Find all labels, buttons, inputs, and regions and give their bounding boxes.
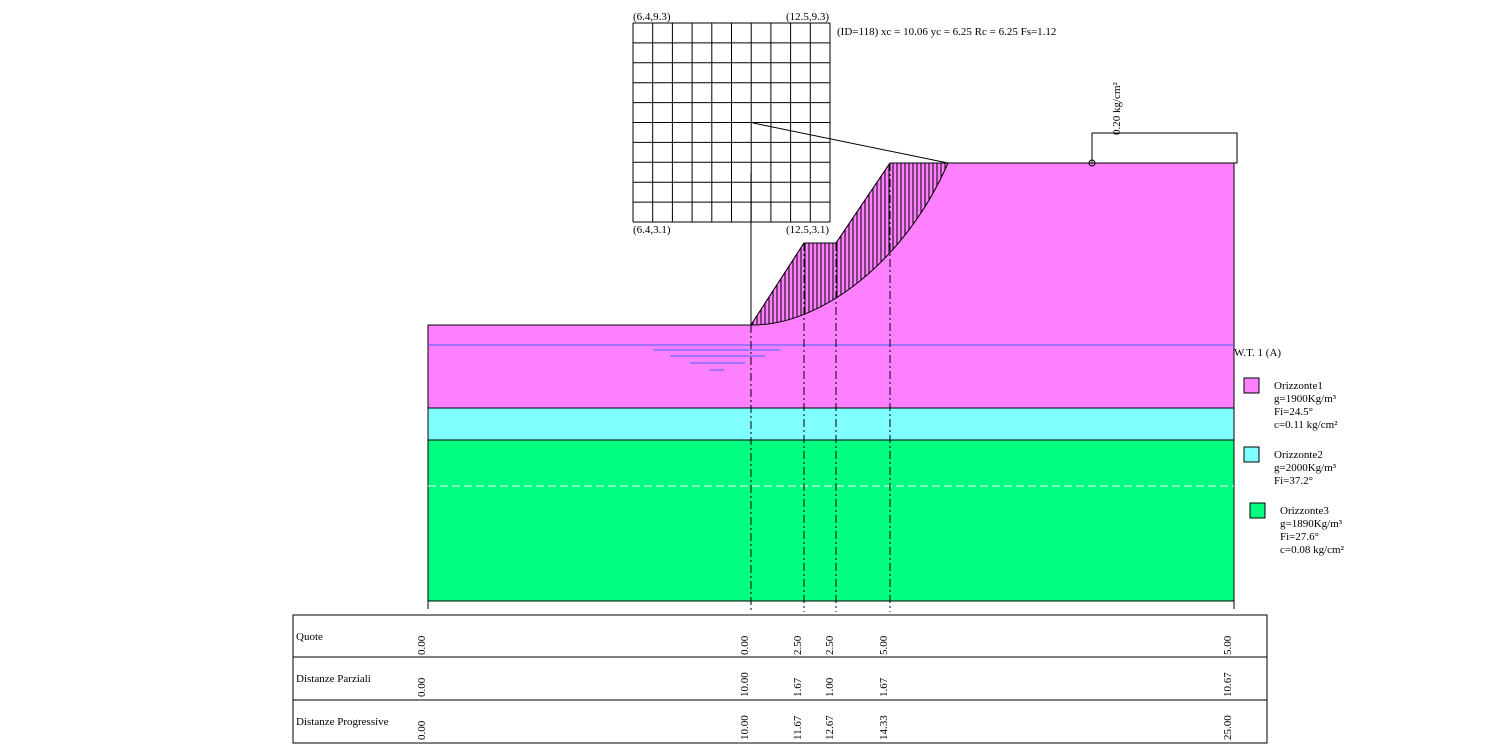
row-value: 2.50 <box>824 635 836 655</box>
row-value: 10.67 <box>1222 672 1234 697</box>
load-label: 0.20 kg/cm² <box>1111 82 1123 135</box>
table: Quote 0.00 0.00 2.50 2.50 5.00 5.00 Distanze Pa… <box>296 631 1234 740</box>
grid-corner: (12.5,9.3) <box>786 11 829 23</box>
row-value: 25.00 <box>1222 715 1234 740</box>
centre-grid <box>632 22 831 223</box>
row-label: Distanze Progressive <box>296 716 389 728</box>
row-value: 14.33 <box>878 715 890 740</box>
legend-name: Orizzonte3 <box>1280 505 1329 517</box>
layer-3 <box>427 439 1235 602</box>
legend-line: Fi=24.5° <box>1274 406 1313 418</box>
row-value: 0.00 <box>739 635 751 655</box>
grid-corner: (6.4,9.3) <box>633 11 671 23</box>
row-value: 1.67 <box>792 677 804 697</box>
legend-line: Fi=37.2° <box>1274 475 1313 487</box>
result: (ID=118) xc = 10.06 yc = 6.25 Rc = 6.25 … <box>837 26 1056 38</box>
row-value: 5.00 <box>878 635 890 655</box>
legend-line: g=1900Kg/m³ <box>1274 393 1337 405</box>
row-label: Distanze Parziali <box>296 673 371 685</box>
row-value: 1.67 <box>878 677 890 697</box>
legend-line: g=1890Kg/m³ <box>1280 518 1343 530</box>
row-value: 0.00 <box>416 720 428 740</box>
slip-mass <box>750 162 949 326</box>
legend-line: g=2000Kg/m³ <box>1274 462 1337 474</box>
radius-line <box>752 122 949 164</box>
legend-swatch <box>1243 377 1260 394</box>
legend-name: Orizzonte1 <box>1274 380 1323 392</box>
legend-line: c=0.08 kg/cm² <box>1280 544 1345 556</box>
row-label: Quote <box>296 631 323 643</box>
section-lines <box>427 163 1235 612</box>
row-value: 0.00 <box>416 677 428 697</box>
row-value: 1.00 <box>824 677 836 697</box>
row-value: 10.00 <box>739 715 751 740</box>
layer-2 <box>427 407 1235 441</box>
table-frame <box>292 614 1268 744</box>
legend-line: Fi=27.6° <box>1280 531 1319 543</box>
row-value: 10.00 <box>739 672 751 697</box>
legend-line: c=0.11 kg/cm² <box>1274 419 1338 431</box>
load-box <box>1091 132 1238 164</box>
row-value: 12.67 <box>824 715 836 740</box>
water-table-label: W.T. 1 (A) <box>1234 347 1281 359</box>
legend-name: Orizzonte2 <box>1274 449 1323 461</box>
grid-corner: (6.4,3.1) <box>633 224 671 236</box>
load-point <box>1088 159 1096 167</box>
grid-corner: (12.5,3.1) <box>786 224 829 236</box>
legend-swatch <box>1249 502 1266 519</box>
legend-swatch <box>1243 446 1260 463</box>
row-value: 5.00 <box>1222 635 1234 655</box>
row-value: 11.67 <box>792 715 804 740</box>
water-symbol <box>653 349 780 371</box>
row-value: 0.00 <box>416 635 428 655</box>
row-value: 2.50 <box>792 635 804 655</box>
